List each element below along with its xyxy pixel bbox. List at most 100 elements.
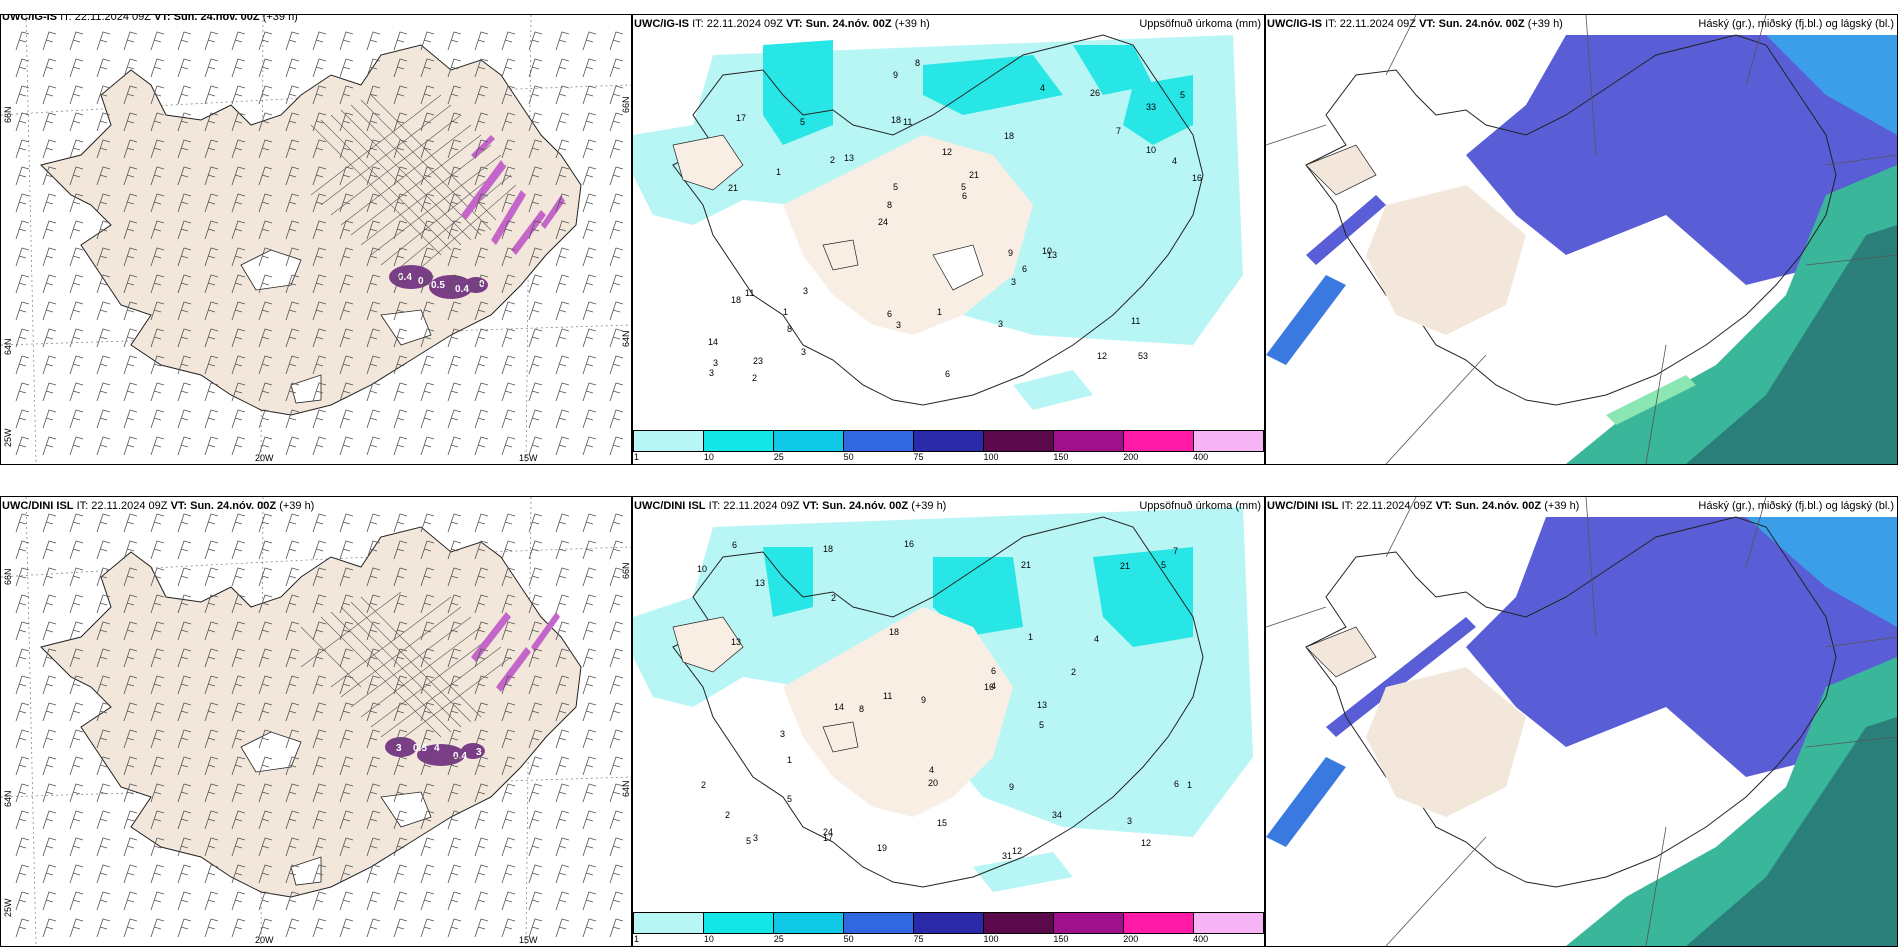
wind-barb [582, 166, 597, 186]
wind-barb [15, 274, 30, 294]
wind-barb [393, 783, 408, 803]
wind-barb [339, 567, 354, 587]
wind-barb [366, 513, 381, 533]
colorbar-tick-label: 75 [913, 452, 924, 462]
wind-barb [177, 166, 192, 186]
wind-barb [501, 301, 516, 321]
wind-barb [96, 567, 111, 587]
wind-barb [555, 648, 570, 668]
cloud-map-bottom [1266, 497, 1897, 946]
precip-value: 6 [1022, 264, 1027, 274]
wind-barb [285, 382, 300, 402]
wind-barb [285, 756, 300, 776]
lat-label-64: 64N [3, 790, 13, 807]
wind-barb [258, 220, 273, 240]
wind-barb [393, 621, 408, 641]
wind-barb [123, 139, 138, 159]
vt-label: VT: [154, 14, 171, 23]
wind-barb [366, 756, 381, 776]
wind-barb [204, 301, 219, 321]
colorbar-segment [914, 913, 984, 933]
wind-barb [582, 702, 597, 722]
wind-barb [339, 166, 354, 186]
wind-barb [150, 355, 165, 375]
wind-barb [69, 274, 84, 294]
wind-barb [474, 621, 489, 641]
wind-barb [447, 58, 462, 78]
wind-barb [204, 621, 219, 641]
wind-barb [42, 891, 57, 911]
wind-barb [609, 355, 624, 375]
wind-barb [258, 864, 273, 884]
wind-barb [582, 58, 597, 78]
wind-barb [555, 702, 570, 722]
wind-barb [42, 756, 57, 776]
panel-header: UWC/DINI ISL IT: 22.11.2024 09Z VT: Sun.… [2, 500, 314, 513]
precip-value: 21 [1120, 561, 1130, 571]
wind-barb [258, 783, 273, 803]
wind-barb [123, 648, 138, 668]
wind-barb [204, 729, 219, 749]
wind-barb [420, 85, 435, 105]
boundary-lines [1266, 15, 1897, 464]
wind-barb [150, 85, 165, 105]
wind-barb [312, 382, 327, 402]
panel-header: UWC/DINI ISL IT: 22.11.2024 09Z VT: Sun.… [634, 500, 946, 513]
wind-barb [555, 675, 570, 695]
wind-barb [447, 436, 462, 456]
wind-barb [528, 702, 543, 722]
wind-barb [123, 783, 138, 803]
precip-map-panel-bottom[interactable]: 19 31 24 34 18 13 14 12 16 18 21 15 11 20 21 16 13 17 8 10 9… [632, 496, 1265, 947]
wind-barb [420, 675, 435, 695]
wind-barb [474, 864, 489, 884]
wind-barb [258, 729, 273, 749]
wind-barb [15, 382, 30, 402]
wind-barb [609, 31, 624, 51]
cloud-map-panel-bottom[interactable]: UWC/DINI ISL IT: 22.11.2024 09Z VT: Sun.… [1265, 496, 1898, 947]
precip-value: 8 [787, 324, 792, 334]
wind-barb [42, 166, 57, 186]
precip-value: 5 [961, 182, 966, 192]
precip-value: 9 [1009, 782, 1014, 792]
wind-barb [366, 891, 381, 911]
precip-value: 10 [697, 564, 707, 574]
wind-barb [339, 783, 354, 803]
wind-barb [285, 112, 300, 132]
wind-barb [474, 891, 489, 911]
wind-barb [204, 247, 219, 267]
wind-map-panel-bottom[interactable]: 3 0.5 4 0.4 3 UWC/DINI ISL IT: 22.11.202… [0, 496, 632, 947]
cloud-map-panel-top[interactable]: UWC/IG-IS IT: 22.11.2024 09Z VT: Sun. 24… [1265, 14, 1898, 465]
wind-map-panel-top[interactable]: 0.4 0 0.5 0.4 0 UWC/IG-IS IT: 22.11.2024… [0, 14, 632, 465]
wind-barb [501, 837, 516, 857]
wind-barb [555, 918, 570, 938]
wind-barb [177, 220, 192, 240]
wind-barb [609, 756, 624, 776]
wind-barb [528, 193, 543, 213]
wind-barb [366, 837, 381, 857]
wind-barb [609, 301, 624, 321]
wind-barb [528, 274, 543, 294]
wind-barb [528, 85, 543, 105]
wind-barb [96, 409, 111, 429]
wind-barb [474, 702, 489, 722]
precip-value: 1 [1187, 780, 1192, 790]
wind-barb [15, 139, 30, 159]
colorbar-segment [704, 913, 774, 933]
wind-barb [312, 112, 327, 132]
wind-barb [204, 355, 219, 375]
wind-barb [177, 837, 192, 857]
lat-label-64-right: 64N [621, 330, 631, 347]
wind-barb [528, 918, 543, 938]
wind-barb [96, 112, 111, 132]
wind-barb [474, 783, 489, 803]
wind-barb [474, 513, 489, 533]
wind-barb [258, 409, 273, 429]
it-label: IT: [76, 500, 89, 512]
wind-barb [42, 355, 57, 375]
wind-barb [420, 891, 435, 911]
precip-map-panel-top[interactable]: 53 21 33 24 18 23 18 12 11 13 14 8 11 21 13 17 9 16 9 10 8 6 5… [632, 14, 1265, 465]
wind-barb [312, 756, 327, 776]
wind-barb [393, 891, 408, 911]
wind-label: 3 [396, 743, 402, 754]
wind-barb [555, 193, 570, 213]
